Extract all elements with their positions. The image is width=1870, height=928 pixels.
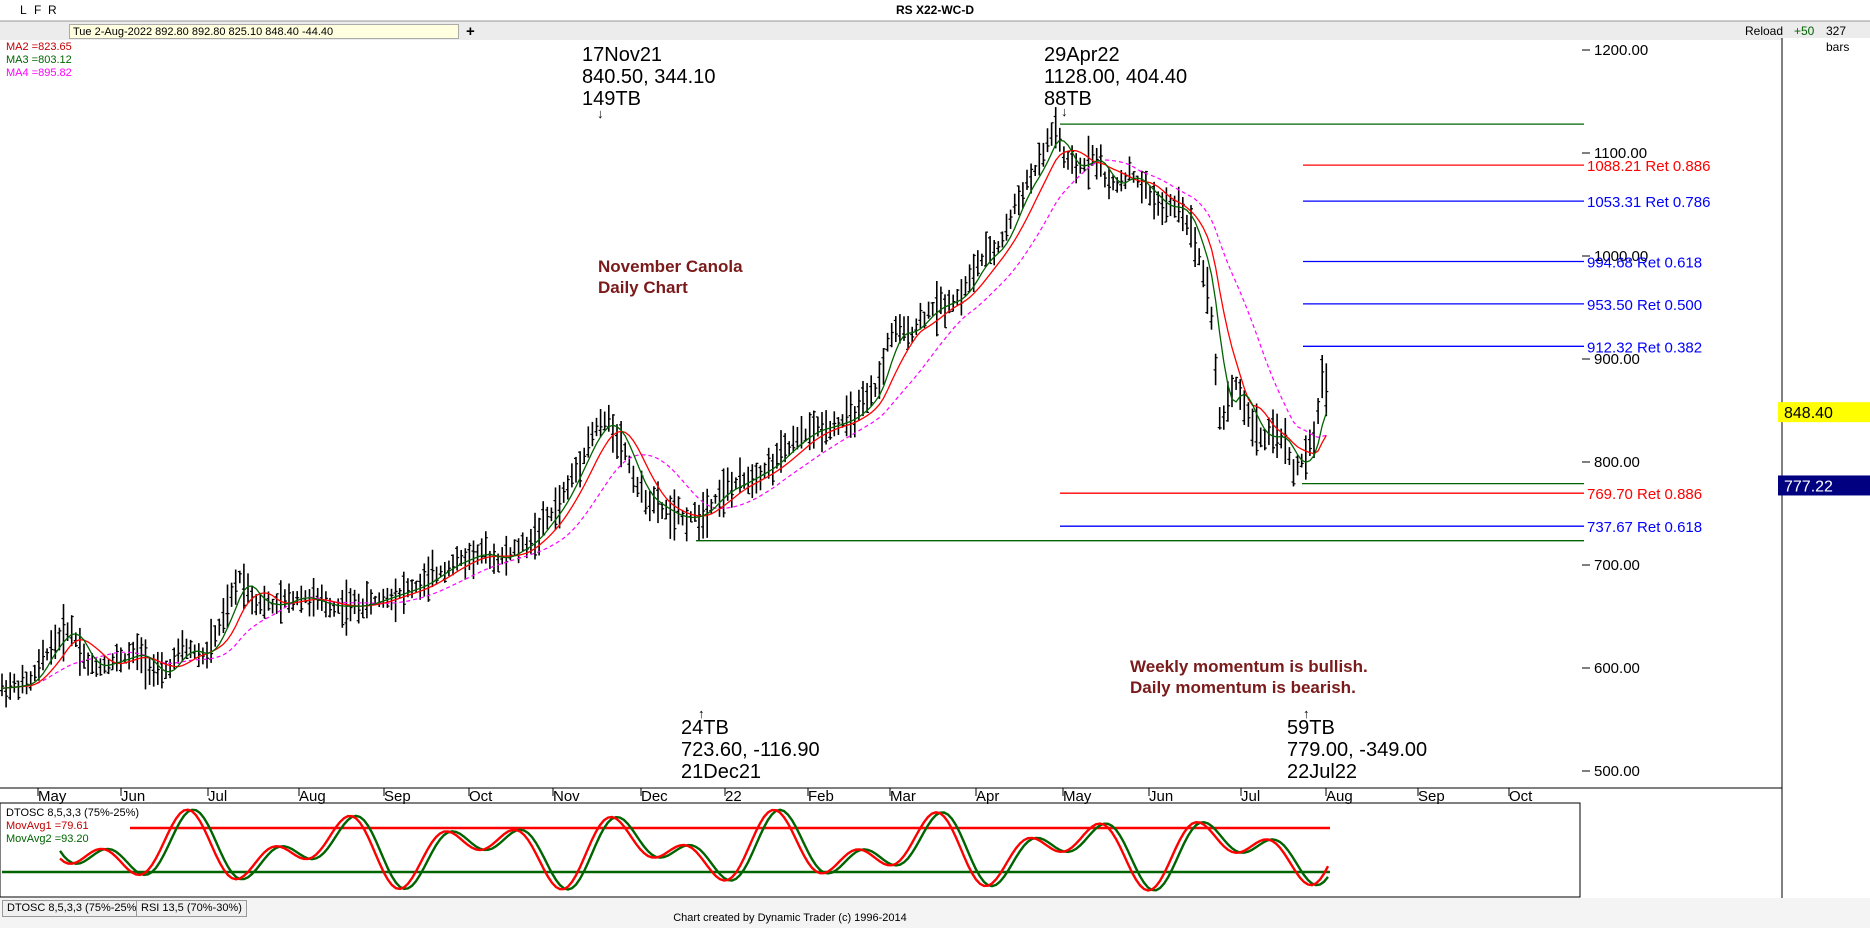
retracement-label: 994.68 Ret 0.618 bbox=[1587, 254, 1702, 271]
pivot-nov21-date: 17Nov21 bbox=[582, 44, 663, 66]
tab-dtosc[interactable]: DTOSC 8,5,3,3 (75%-25%) bbox=[2, 900, 146, 917]
ma4-line bbox=[1, 159, 1327, 689]
bar-count: 327 bars bbox=[1826, 24, 1850, 54]
low-tag-bg bbox=[1778, 475, 1870, 496]
chart-title: RS X22-WC-D bbox=[895, 3, 974, 17]
movavg2-label: MovAvg2 =93.20 bbox=[6, 833, 89, 845]
pivot-arrow-down: ↓ bbox=[597, 106, 604, 121]
bar-info: Tue 2-Aug-2022 892.80 892.80 825.10 848.… bbox=[69, 24, 459, 39]
low-tag-label: 777.22 bbox=[1784, 478, 1833, 495]
x-tick-label: Apr bbox=[976, 788, 999, 805]
pivot-jul22-date: 22Jul22 bbox=[1287, 761, 1358, 783]
pivot-dec21-date: 21Dec21 bbox=[681, 761, 762, 783]
x-tick-label: Dec bbox=[641, 788, 668, 805]
price-tag-bg bbox=[1778, 402, 1870, 423]
x-tick-label: Oct bbox=[1509, 788, 1533, 805]
x-tick-label: Jul bbox=[1241, 788, 1260, 805]
x-tick-label: Aug bbox=[1326, 788, 1353, 805]
osc-main-line bbox=[59, 808, 1330, 892]
x-tick-label: Sep bbox=[384, 788, 411, 805]
y-tick-label: 600.00 bbox=[1594, 660, 1640, 677]
retracement-label: 1088.21 Ret 0.886 bbox=[1587, 158, 1710, 175]
button-r[interactable]: R bbox=[48, 3, 57, 17]
y-tick-label: 500.00 bbox=[1594, 763, 1640, 780]
pivot-apr22-date: 29Apr22 bbox=[1044, 44, 1120, 66]
footer-credit: Chart created by Dynamic Trader (c) 1996… bbox=[673, 912, 907, 924]
toolbar-bg bbox=[0, 21, 1870, 40]
y-tick-label: 800.00 bbox=[1594, 454, 1640, 471]
plus50-button[interactable]: +50 bbox=[1794, 24, 1815, 38]
pivot-arrow-up: ↑ bbox=[1303, 706, 1310, 721]
y-tick-label: 1100.00 bbox=[1594, 145, 1647, 162]
ma2-label: MA2 =823.65 bbox=[6, 41, 72, 53]
pivot-arrow-up: ↑ bbox=[698, 706, 705, 721]
y-tick-label: 1000.00 bbox=[1594, 248, 1648, 265]
ma3-line bbox=[1, 139, 1327, 689]
x-tick-label: Aug bbox=[299, 788, 326, 805]
add-button[interactable]: + bbox=[466, 23, 475, 40]
x-tick-label: May bbox=[38, 788, 67, 805]
osc-signal-line bbox=[59, 808, 1329, 892]
pivot-nov21-bars: 149TB bbox=[582, 88, 641, 110]
x-tick-label: May bbox=[1063, 788, 1092, 805]
pivot-dec21-values: 723.60, -116.90 bbox=[681, 739, 820, 761]
dtosc-label: DTOSC 8,5,3,3 (75%-25%) bbox=[6, 807, 140, 819]
x-tick-label: Oct bbox=[469, 788, 493, 805]
x-tick-label: Jun bbox=[1149, 788, 1173, 805]
button-f[interactable]: F bbox=[34, 3, 42, 17]
x-tick-label: Mar bbox=[890, 788, 916, 805]
button-l[interactable]: L bbox=[20, 3, 27, 17]
ma2-line bbox=[1, 149, 1327, 689]
pivot-jul22-bars: 59TB bbox=[1287, 717, 1335, 739]
y-tick-label: 700.00 bbox=[1594, 557, 1640, 574]
x-tick-label: 22 bbox=[725, 788, 742, 805]
movavg1-label: MovAvg1 =79.61 bbox=[6, 820, 89, 832]
momentum-weekly: Weekly momentum is bullish. bbox=[1130, 657, 1368, 676]
x-tick-label: Jun bbox=[121, 788, 145, 805]
chart-label-line2: Daily Chart bbox=[598, 278, 688, 297]
pivot-apr22-bars: 88TB bbox=[1044, 88, 1092, 110]
pivot-dec21-bars: 24TB bbox=[681, 717, 729, 739]
y-tick-label: 1200.00 bbox=[1594, 42, 1648, 59]
reload-button[interactable]: Reload bbox=[1745, 24, 1784, 38]
pivot-nov21-values: 840.50, 344.10 bbox=[582, 66, 716, 88]
x-tick-label: Feb bbox=[808, 788, 834, 805]
x-tick-label: Jul bbox=[208, 788, 227, 805]
chart-label-line1: November Canola bbox=[598, 257, 743, 276]
pivot-jul22-values: 779.00, -349.00 bbox=[1287, 739, 1428, 761]
ma4-label: MA4 =895.82 bbox=[6, 67, 72, 79]
price-tag-label: 848.40 bbox=[1784, 405, 1833, 422]
tab-rsi[interactable]: RSI 13,5 (70%-30%) bbox=[136, 900, 247, 917]
x-tick-label: Sep bbox=[1418, 788, 1445, 805]
pivot-apr22-values: 1128.00, 404.40 bbox=[1044, 66, 1188, 88]
momentum-daily: Daily momentum is bearish. bbox=[1130, 678, 1356, 697]
retracement-label: 1053.31 Ret 0.786 bbox=[1587, 194, 1710, 211]
ma3-label: MA3 =803.12 bbox=[6, 54, 72, 66]
retracement-label: 953.50 Ret 0.500 bbox=[1587, 297, 1702, 314]
y-tick-label: 900.00 bbox=[1594, 351, 1640, 368]
status-bg bbox=[0, 898, 1870, 928]
pivot-arrow-down: ↓ bbox=[1061, 104, 1068, 119]
retracement-label: 769.70 Ret 0.886 bbox=[1587, 486, 1702, 503]
retracement-label: 912.32 Ret 0.382 bbox=[1587, 339, 1702, 356]
retracement-label: 737.67 Ret 0.618 bbox=[1587, 519, 1702, 536]
x-tick-label: Nov bbox=[553, 788, 580, 805]
